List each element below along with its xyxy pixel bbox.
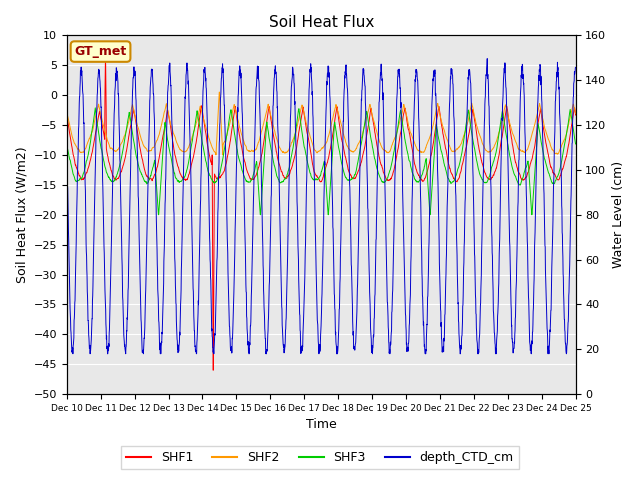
SHF2 xyxy=(212,152,220,158)
SHF2 xyxy=(541,127,549,132)
Title: Soil Heat Flux: Soil Heat Flux xyxy=(269,15,374,30)
Line: SHF3: SHF3 xyxy=(67,108,575,215)
SHF1 xyxy=(209,367,217,373)
Line: SHF1: SHF1 xyxy=(67,59,575,370)
SHF3 xyxy=(205,170,213,176)
Legend: SHF1, SHF2, SHF3, depth_CTD_cm: SHF1, SHF2, SHF3, depth_CTD_cm xyxy=(121,446,519,469)
SHF3 xyxy=(155,212,163,217)
Line: depth_CTD_cm: depth_CTD_cm xyxy=(67,59,575,354)
depth_CTD_cm xyxy=(572,64,579,70)
SHF2 xyxy=(572,111,579,117)
SHF1 xyxy=(527,158,535,164)
SHF1 xyxy=(102,56,109,62)
depth_CTD_cm xyxy=(69,351,77,357)
SHF1 xyxy=(205,150,212,156)
SHF3 xyxy=(92,105,99,111)
Y-axis label: Water Level (cm): Water Level (cm) xyxy=(612,161,625,268)
SHF1 xyxy=(541,136,549,142)
SHF3 xyxy=(469,139,477,144)
Y-axis label: Soil Heat Flux (W/m2): Soil Heat Flux (W/m2) xyxy=(15,146,28,283)
SHF1 xyxy=(572,112,579,118)
Text: GT_met: GT_met xyxy=(74,45,127,58)
SHF2 xyxy=(63,109,70,115)
SHF1 xyxy=(347,173,355,179)
depth_CTD_cm xyxy=(527,350,535,356)
depth_CTD_cm xyxy=(483,56,491,61)
SHF1 xyxy=(63,111,70,117)
SHF1 xyxy=(469,108,477,114)
SHF2 xyxy=(469,106,477,112)
depth_CTD_cm xyxy=(541,244,549,250)
SHF3 xyxy=(347,176,355,182)
SHF3 xyxy=(527,201,535,207)
SHF3 xyxy=(336,151,344,157)
depth_CTD_cm xyxy=(205,195,212,201)
X-axis label: Time: Time xyxy=(306,419,337,432)
SHF2 xyxy=(205,134,212,140)
depth_CTD_cm xyxy=(347,229,355,235)
SHF3 xyxy=(63,142,70,148)
depth_CTD_cm xyxy=(63,147,70,153)
depth_CTD_cm xyxy=(469,167,477,172)
depth_CTD_cm xyxy=(336,291,344,297)
Line: SHF2: SHF2 xyxy=(67,92,575,155)
SHF3 xyxy=(572,141,579,147)
SHF2 xyxy=(347,148,355,154)
SHF2 xyxy=(336,117,344,122)
SHF3 xyxy=(541,158,549,164)
SHF2 xyxy=(216,89,223,95)
SHF2 xyxy=(527,135,535,141)
SHF1 xyxy=(336,125,344,131)
